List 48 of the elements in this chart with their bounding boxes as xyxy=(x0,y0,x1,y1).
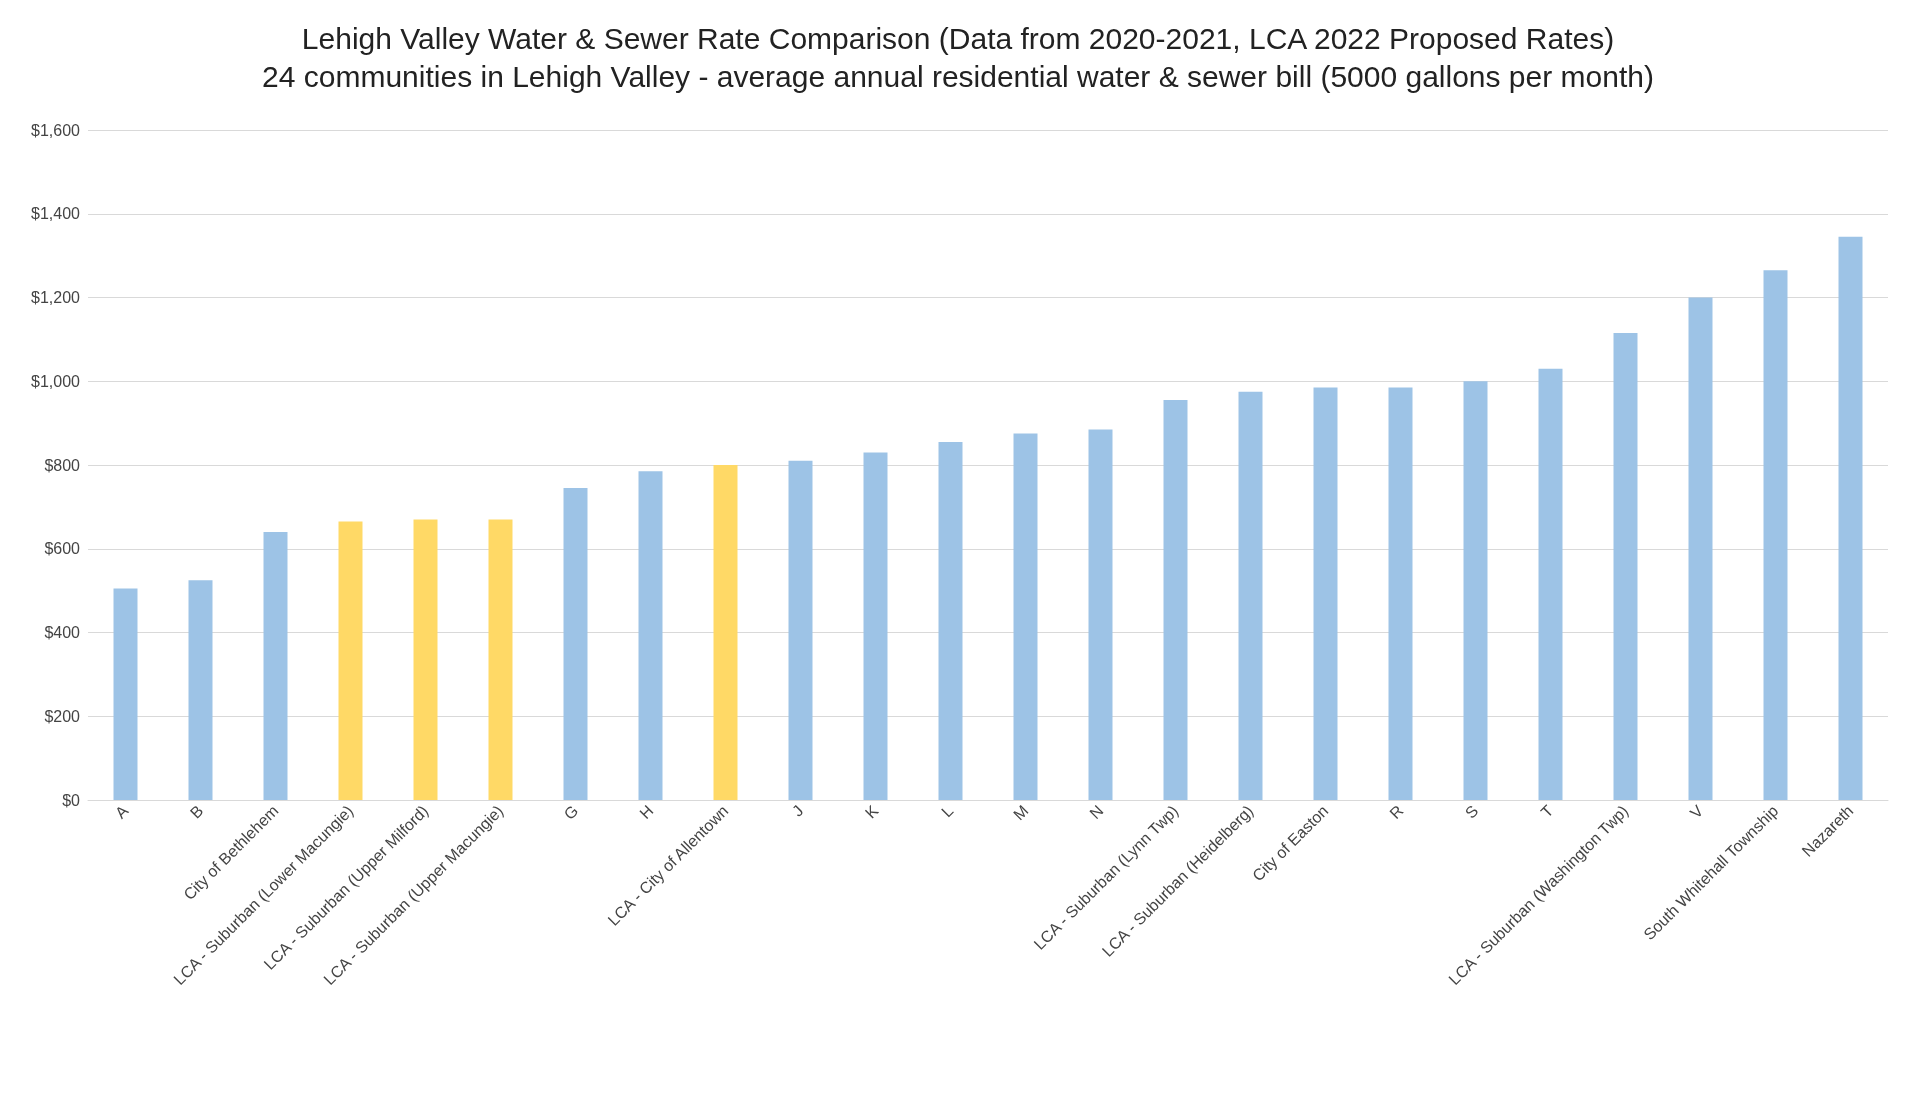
bar xyxy=(788,460,813,800)
x-tick-label: L xyxy=(938,801,957,821)
y-tick-label: $1,000 xyxy=(31,372,81,390)
x-tick-label: R xyxy=(1386,801,1407,823)
x-tick-label: H xyxy=(636,801,657,823)
bar xyxy=(413,519,438,800)
y-tick-label: $600 xyxy=(44,540,81,558)
bar xyxy=(188,580,213,800)
x-tick-label: J xyxy=(788,801,807,820)
bar xyxy=(1613,333,1638,800)
bar xyxy=(938,441,963,800)
y-tick-label: $1,600 xyxy=(31,121,81,139)
bar xyxy=(1088,429,1113,800)
chart-title: Lehigh Valley Water & Sewer Rate Comparison (Data from 2020-2021, LCA 2022 Proposed Rates) xyxy=(301,21,1615,55)
y-tick-label: $0 xyxy=(62,791,81,809)
bar xyxy=(563,488,588,800)
bar xyxy=(1463,381,1488,800)
bar xyxy=(638,471,663,800)
y-tick-label: $400 xyxy=(44,624,81,641)
x-tick-label: S xyxy=(1461,801,1482,822)
x-tick-label: N xyxy=(1086,801,1107,823)
y-tick-label: $200 xyxy=(44,707,81,725)
chart-subtitle: 24 communities in Lehigh Valley - average annual residential water & sewer bill (5000 gallons per month) xyxy=(262,59,1654,93)
x-tick-label: B xyxy=(186,801,207,822)
bar xyxy=(113,588,138,800)
bar xyxy=(863,452,888,800)
bar xyxy=(1313,387,1338,800)
bar xyxy=(1238,391,1263,800)
bar xyxy=(1163,400,1188,800)
y-tick-label: $1,200 xyxy=(31,289,81,306)
bar xyxy=(1688,297,1713,800)
x-tick-label: K xyxy=(861,801,882,822)
bar xyxy=(338,521,363,800)
bar xyxy=(1838,236,1863,800)
bar xyxy=(1388,387,1413,800)
y-tick-label: $800 xyxy=(44,456,81,474)
bar xyxy=(1763,270,1788,800)
bar xyxy=(1013,433,1038,800)
x-tick-label: V xyxy=(1686,801,1707,822)
x-tick-label: M xyxy=(1010,801,1032,824)
x-tick-label: A xyxy=(111,801,132,822)
bar xyxy=(263,532,288,800)
bar xyxy=(1538,368,1563,800)
x-tick-label: T xyxy=(1537,801,1557,821)
y-tick-label: $1,400 xyxy=(31,205,81,223)
bar xyxy=(713,465,738,800)
bar xyxy=(488,519,513,800)
x-tick-label: G xyxy=(560,801,582,823)
